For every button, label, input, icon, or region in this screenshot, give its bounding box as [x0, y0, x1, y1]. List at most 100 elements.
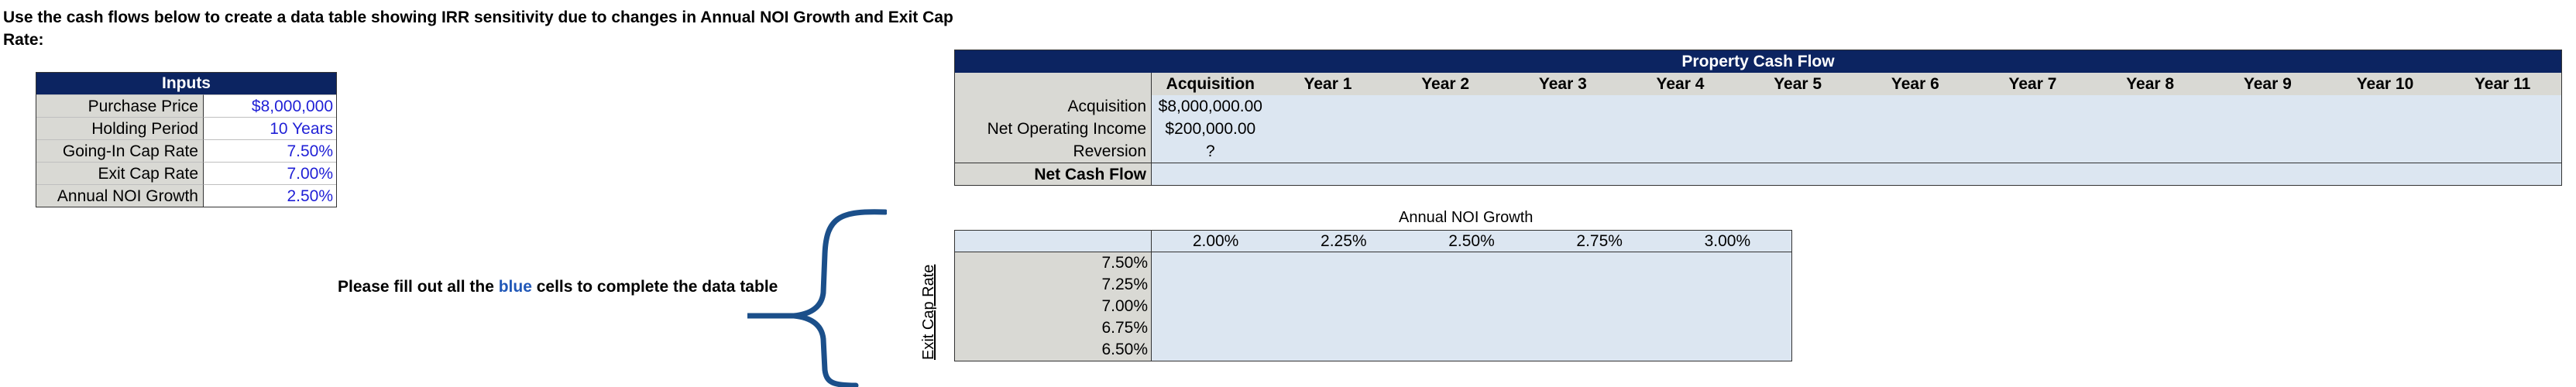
- cash-flow-input-cell[interactable]: [1973, 95, 2092, 118]
- cash-flow-input-cell[interactable]: [1856, 95, 1974, 118]
- cash-flow-input-cell[interactable]: [1269, 118, 1387, 140]
- cash-flow-input-cell[interactable]: [1973, 118, 2092, 140]
- cash-flow-col-header: Year 3: [1504, 73, 1622, 95]
- sensitivity-result-cell[interactable]: [1535, 339, 1664, 361]
- cash-flow-input-cell[interactable]: [2091, 95, 2209, 118]
- cash-flow-col-header: Acquisition: [1152, 73, 1269, 95]
- cash-flow-col-header: Year 10: [2326, 73, 2444, 95]
- net-cash-flow-cell[interactable]: [1152, 163, 1269, 185]
- sensitivity-result-cell[interactable]: [1152, 296, 1280, 317]
- sensitivity-result-cell[interactable]: [1407, 317, 1536, 339]
- sensitivity-result-cell[interactable]: [1535, 317, 1664, 339]
- cash-flow-input-cell[interactable]: [2444, 118, 2561, 140]
- cash-flow-input-cell[interactable]: [2209, 140, 2327, 163]
- cash-flow-input-cell[interactable]: [2444, 95, 2561, 118]
- input-label: Going-In Cap Rate: [36, 139, 204, 162]
- cash-flow-input-cell[interactable]: [2326, 140, 2444, 163]
- cash-flow-input-cell[interactable]: [1973, 140, 2092, 163]
- sensitivity-result-cell[interactable]: [1663, 274, 1791, 296]
- sensitivity-result-cell[interactable]: [1663, 296, 1791, 317]
- sensitivity-result-cell[interactable]: [1279, 274, 1408, 296]
- net-cash-flow-cell[interactable]: [2091, 163, 2209, 185]
- net-cash-flow-cell[interactable]: [2326, 163, 2444, 185]
- sensitivity-result-cell[interactable]: [1152, 274, 1280, 296]
- curly-brace-icon: [747, 209, 887, 387]
- cash-flow-input-cell[interactable]: [2326, 95, 2444, 118]
- sensitivity-result-cell[interactable]: [1407, 274, 1536, 296]
- cash-flow-input-cell[interactable]: [1269, 95, 1387, 118]
- input-exit-cap-rate[interactable]: 7.00%: [204, 162, 336, 184]
- cash-flow-value-cell[interactable]: $8,000,000.00: [1152, 95, 1269, 118]
- cash-flow-input-cell[interactable]: [1504, 140, 1622, 163]
- input-going-in-cap-rate[interactable]: 7.50%: [204, 139, 336, 162]
- sensitivity-result-cell[interactable]: [1279, 252, 1408, 274]
- cash-flow-input-cell[interactable]: [1386, 118, 1504, 140]
- sensitivity-corner-cell[interactable]: [955, 231, 1152, 252]
- cash-flow-value-cell[interactable]: $200,000.00: [1152, 118, 1269, 140]
- input-purchase-price[interactable]: $8,000,000: [204, 94, 336, 117]
- net-cash-flow-cell[interactable]: [1856, 163, 1974, 185]
- sensitivity-result-cell[interactable]: [1279, 317, 1408, 339]
- cash-flow-input-cell[interactable]: [1621, 140, 1740, 163]
- header-corner: [955, 73, 1152, 95]
- sensitivity-result-cell[interactable]: [1407, 296, 1536, 317]
- sensitivity-result-cell[interactable]: [1152, 317, 1280, 339]
- cash-flow-input-cell[interactable]: [1504, 95, 1622, 118]
- cash-flow-input-cell[interactable]: [2326, 118, 2444, 140]
- note-blue-word: blue: [498, 278, 532, 296]
- sensitivity-result-cell[interactable]: [1535, 296, 1664, 317]
- net-cash-flow-cell[interactable]: [1504, 163, 1622, 185]
- sensitivity-result-cell[interactable]: [1279, 296, 1408, 317]
- sensitivity-result-cell[interactable]: [1535, 274, 1664, 296]
- input-holding-period[interactable]: 10 Years: [204, 117, 336, 139]
- sensitivity-result-cell[interactable]: [1152, 339, 1280, 361]
- sensitivity-result-cell[interactable]: [1152, 252, 1280, 274]
- net-cash-flow-cell[interactable]: [1621, 163, 1740, 185]
- cash-flow-input-cell[interactable]: [2209, 95, 2327, 118]
- net-cash-flow-cell[interactable]: [2444, 163, 2561, 185]
- cash-flow-input-cell[interactable]: [1386, 95, 1504, 118]
- inputs-row: Going-In Cap Rate 7.50%: [36, 139, 336, 162]
- net-cash-flow-cell[interactable]: [2209, 163, 2327, 185]
- cash-flow-value-cell[interactable]: ?: [1152, 140, 1269, 163]
- net-cash-flow-cell[interactable]: [1739, 163, 1856, 185]
- cash-flow-col-header: Year 4: [1621, 73, 1740, 95]
- inputs-row: Holding Period 10 Years: [36, 117, 336, 139]
- cash-flow-input-cell[interactable]: [1739, 140, 1856, 163]
- sensitivity-row-value: 7.00%: [955, 296, 1152, 317]
- inputs-row: Exit Cap Rate 7.00%: [36, 162, 336, 184]
- net-cash-flow-cell[interactable]: [1269, 163, 1387, 185]
- cash-flow-input-cell[interactable]: [1739, 118, 1856, 140]
- cash-flow-row-label: Net Operating Income: [955, 118, 1152, 140]
- sensitivity-result-cell[interactable]: [1407, 252, 1536, 274]
- net-cash-flow-cell[interactable]: [1386, 163, 1504, 185]
- cash-flow-input-cell[interactable]: [1856, 118, 1974, 140]
- cash-flow-table: Property Cash Flow Acquisition Year 1 Year…: [954, 50, 2562, 186]
- sensitivity-result-cell[interactable]: [1663, 339, 1791, 361]
- sensitivity-col-value: 2.00%: [1152, 231, 1280, 252]
- cash-flow-input-cell[interactable]: [1739, 95, 1856, 118]
- cash-flow-input-cell[interactable]: [1504, 118, 1622, 140]
- cash-flow-input-cell[interactable]: [2209, 118, 2327, 140]
- net-cash-flow-cell[interactable]: [1973, 163, 2092, 185]
- input-label: Purchase Price: [36, 94, 204, 117]
- sensitivity-row-value: 6.75%: [955, 317, 1152, 339]
- input-annual-noi-growth[interactable]: 2.50%: [204, 184, 336, 207]
- cash-flow-input-cell[interactable]: [1269, 140, 1387, 163]
- cash-flow-input-cell[interactable]: [2091, 140, 2209, 163]
- sensitivity-result-cell[interactable]: [1663, 252, 1791, 274]
- cash-flow-col-header: Year 9: [2209, 73, 2327, 95]
- sensitivity-row-value: 7.50%: [955, 252, 1152, 274]
- cash-flow-input-cell[interactable]: [1621, 95, 1740, 118]
- sensitivity-result-cell[interactable]: [1407, 339, 1536, 361]
- cash-flow-input-cell[interactable]: [1621, 118, 1740, 140]
- input-label: Exit Cap Rate: [36, 162, 204, 184]
- sensitivity-result-cell[interactable]: [1279, 339, 1408, 361]
- cash-flow-input-cell[interactable]: [1386, 140, 1504, 163]
- inputs-row: Annual NOI Growth 2.50%: [36, 184, 336, 207]
- cash-flow-input-cell[interactable]: [1856, 140, 1974, 163]
- cash-flow-input-cell[interactable]: [2091, 118, 2209, 140]
- sensitivity-result-cell[interactable]: [1535, 252, 1664, 274]
- sensitivity-result-cell[interactable]: [1663, 317, 1791, 339]
- cash-flow-input-cell[interactable]: [2444, 140, 2561, 163]
